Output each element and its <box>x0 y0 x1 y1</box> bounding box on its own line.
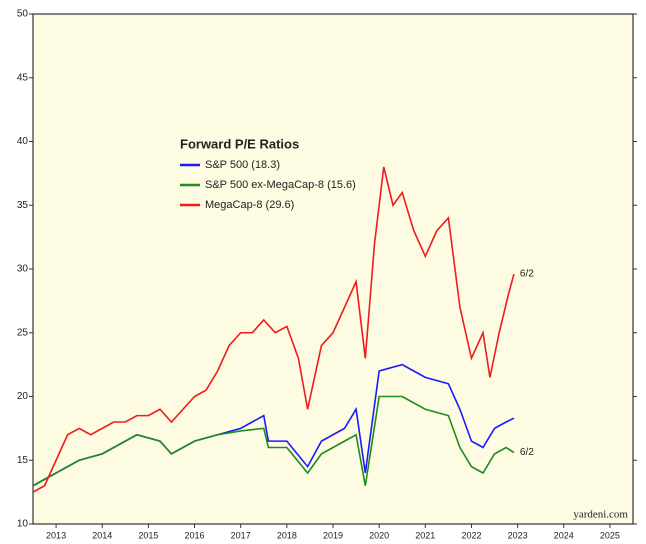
x-tick-label: 2014 <box>92 530 112 540</box>
x-tick-label: 2015 <box>138 530 158 540</box>
y-tick-label: 40 <box>17 136 29 147</box>
y-tick-label: 35 <box>17 200 29 211</box>
y-tick-label: 50 <box>17 9 29 20</box>
x-tick-label: 2021 <box>415 530 435 540</box>
y-tick-label: 45 <box>17 72 29 83</box>
x-tick-label: 2020 <box>369 530 389 540</box>
legend-label: S&P 500 (18.3) <box>205 159 280 171</box>
end-label: 6/2 <box>520 269 534 280</box>
x-tick-label: 2016 <box>185 530 205 540</box>
x-tick-label: 2025 <box>600 530 620 540</box>
legend-label: S&P 500 ex-MegaCap-8 (15.6) <box>205 179 356 191</box>
series-line <box>32 166 515 493</box>
x-tick-label: 2013 <box>46 530 66 540</box>
y-tick-label: 25 <box>17 327 29 338</box>
legend-title: Forward P/E Ratios <box>180 136 299 151</box>
plot-area <box>32 13 634 525</box>
y-tick-label: 10 <box>17 519 29 530</box>
x-tick-label: 2019 <box>323 530 343 540</box>
y-tick-label: 15 <box>17 455 29 466</box>
x-tick-label: 2017 <box>231 530 251 540</box>
y-tick-label: 30 <box>17 264 29 275</box>
series-line <box>32 395 515 487</box>
source: yardeni.com <box>573 509 628 521</box>
legend-label: MegaCap-8 (29.6) <box>205 199 294 211</box>
x-tick-label: 2018 <box>277 530 297 540</box>
x-tick-label: 2022 <box>461 530 481 540</box>
end-label: 6/2 <box>520 447 534 458</box>
x-tick-label: 2024 <box>554 530 574 540</box>
y-tick-label: 20 <box>17 391 29 402</box>
x-tick-label: 2023 <box>508 530 528 540</box>
